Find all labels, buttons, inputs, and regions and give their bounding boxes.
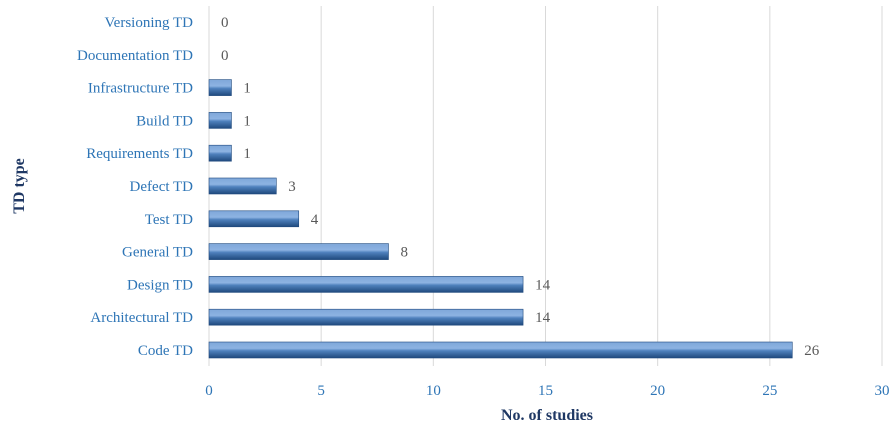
category-label: Test TD — [145, 212, 193, 228]
data-label: 14 — [535, 310, 551, 326]
data-label: 1 — [243, 113, 251, 129]
category-label: Requirements TD — [86, 146, 193, 162]
x-tick-labels: 0 5 10 15 20 25 30 — [205, 383, 889, 399]
bar — [208, 144, 232, 162]
x-axis-title: No. of studies — [501, 407, 593, 424]
bar — [208, 112, 232, 129]
data-label: 4 — [311, 212, 319, 228]
x-tick-label: 15 — [538, 383, 553, 399]
category-label: Versioning TD — [105, 15, 194, 31]
category-label: Defect TD — [130, 179, 194, 195]
category-label: Documentation TD — [77, 48, 193, 64]
x-tick-label: 5 — [317, 383, 325, 399]
x-tick-label: 30 — [875, 383, 890, 399]
gridlines — [208, 6, 883, 366]
x-tick-label: 25 — [762, 383, 777, 399]
data-label: 8 — [400, 245, 408, 261]
data-label: 26 — [804, 343, 820, 359]
bar — [208, 276, 524, 293]
category-label: General TD — [122, 245, 193, 261]
bar — [208, 308, 524, 326]
y-axis-title: TD type — [11, 158, 28, 214]
data-label: 1 — [243, 81, 251, 97]
bar — [208, 341, 793, 359]
bar — [208, 79, 232, 96]
category-label: Infrastructure TD — [88, 81, 193, 97]
x-tick-label: 0 — [205, 383, 213, 399]
x-tick-label: 20 — [650, 383, 665, 399]
category-label: Architectural TD — [90, 310, 193, 326]
category-label: Design TD — [127, 277, 193, 293]
bars — [208, 79, 793, 359]
value-labels: 0 0 1 1 1 3 4 8 14 14 26 — [221, 15, 820, 359]
category-label: Code TD — [138, 343, 193, 359]
data-label: 1 — [243, 146, 251, 162]
category-label: Build TD — [136, 113, 193, 129]
data-label: 0 — [221, 15, 229, 31]
data-label: 0 — [221, 48, 229, 64]
bar — [208, 243, 389, 260]
data-label: 3 — [288, 179, 296, 195]
category-labels: Versioning TD Documentation TD Infrastruct… — [77, 15, 193, 359]
data-label: 14 — [535, 277, 551, 293]
bar — [208, 210, 300, 228]
bar — [208, 177, 277, 195]
x-tick-label: 10 — [426, 383, 441, 399]
